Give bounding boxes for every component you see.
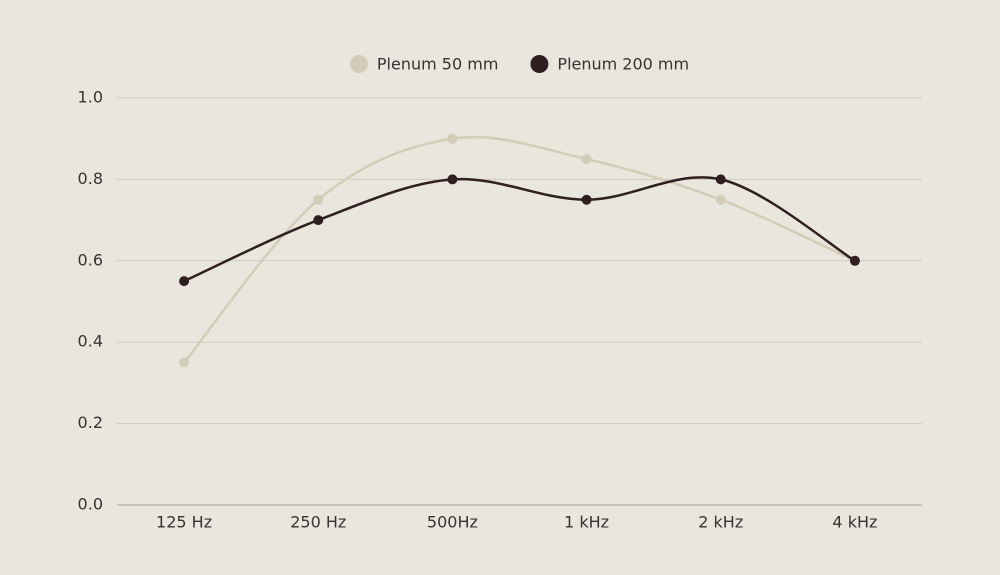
y-tick-label: 0.2	[78, 413, 103, 432]
x-tick-label: 4 kHz	[832, 513, 877, 532]
data-point	[581, 154, 592, 165]
data-point	[715, 174, 726, 185]
y-tick-label: 1.0	[78, 88, 103, 107]
legend-label: Plenum 200 mm	[557, 55, 689, 74]
legend-marker	[349, 55, 368, 73]
series-line	[183, 176, 856, 283]
data-point	[179, 357, 190, 368]
y-tick-label: 0.0	[78, 495, 103, 514]
legend-marker	[530, 55, 549, 73]
x-tick-label: 1 kHz	[564, 513, 609, 532]
x-tick-label: 500Hz	[427, 513, 478, 532]
data-point	[313, 215, 324, 226]
x-tick-label: 2 kHz	[698, 513, 743, 532]
y-tick-label: 0.4	[78, 332, 103, 351]
data-point	[581, 194, 592, 205]
data-point	[715, 194, 726, 205]
x-tick-label: 125 Hz	[156, 513, 212, 532]
y-tick-label: 0.8	[78, 169, 103, 188]
data-point	[849, 255, 860, 266]
y-tick-label: 0.6	[78, 250, 103, 269]
legend-label: Plenum 50 mm	[377, 55, 499, 74]
data-point	[447, 133, 458, 144]
data-point	[179, 276, 190, 287]
data-point	[447, 174, 458, 185]
legend: Plenum 50 mm Plenum 200 mm	[349, 55, 689, 74]
data-point	[313, 194, 324, 205]
x-tick-label: 250 Hz	[290, 513, 346, 532]
